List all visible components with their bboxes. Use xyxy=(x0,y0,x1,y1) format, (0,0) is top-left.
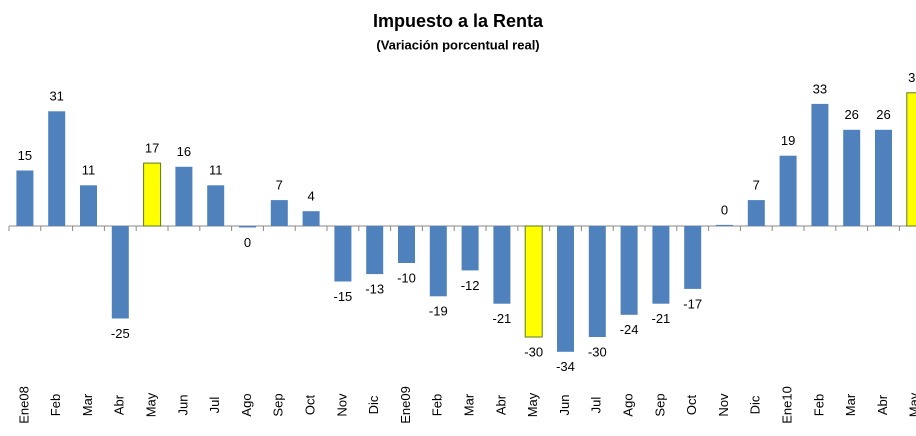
data-label: -34 xyxy=(556,359,575,374)
x-tick-label: Abr xyxy=(112,394,127,415)
data-label: -30 xyxy=(588,344,607,359)
bar xyxy=(588,226,606,337)
data-label: 36 xyxy=(908,70,916,85)
data-label: 15 xyxy=(18,148,32,163)
data-label: -25 xyxy=(111,326,130,341)
x-tick-label: Nov xyxy=(716,393,731,417)
data-label: 26 xyxy=(844,107,858,122)
x-tick-label: Mar xyxy=(843,393,858,416)
x-tick-label: Oct xyxy=(303,395,318,416)
bar xyxy=(48,111,66,226)
x-tick-label: Oct xyxy=(684,395,699,416)
bar xyxy=(684,226,702,289)
x-tick-label: Ago xyxy=(239,393,254,416)
bar xyxy=(843,129,861,226)
bar xyxy=(493,226,511,304)
data-label: 11 xyxy=(82,163,96,178)
bar xyxy=(652,226,670,304)
data-label: 19 xyxy=(781,133,795,148)
data-label: -13 xyxy=(365,282,384,297)
data-label: 11 xyxy=(209,163,223,178)
bar xyxy=(143,162,162,227)
data-label: -10 xyxy=(397,270,416,285)
x-tick-label: May xyxy=(525,392,540,417)
bar xyxy=(811,103,829,226)
data-label: -21 xyxy=(493,311,512,326)
x-tick-label: Jun xyxy=(557,395,572,416)
bar xyxy=(175,166,193,226)
bar xyxy=(302,211,320,226)
bar xyxy=(906,92,916,227)
data-label: -21 xyxy=(652,311,671,326)
bar xyxy=(111,226,129,319)
data-label: 4 xyxy=(307,189,314,204)
x-tick-label: Dic xyxy=(366,395,381,414)
x-tick-label: Sep xyxy=(271,393,286,416)
bar xyxy=(557,226,574,352)
x-tick-label: Feb xyxy=(811,394,826,416)
x-tick-label: Ene09 xyxy=(398,386,413,424)
data-label: 31 xyxy=(49,89,63,104)
bar xyxy=(239,226,256,228)
bar xyxy=(747,200,765,226)
data-label: -24 xyxy=(620,322,639,337)
x-tick-label: Abr xyxy=(493,394,508,415)
x-tick-label: Jul xyxy=(207,397,222,414)
x-tick-label: Dic xyxy=(748,395,763,414)
x-tick-label: Feb xyxy=(430,394,445,416)
x-tick-label: May xyxy=(144,392,159,417)
bar xyxy=(461,226,479,271)
x-tick-label: Mar xyxy=(80,393,95,416)
bar xyxy=(16,170,34,226)
x-tick-label: May xyxy=(907,392,916,417)
x-tick-label: Jul xyxy=(589,397,604,414)
x-tick-label: Feb xyxy=(48,394,63,416)
data-label: 0 xyxy=(721,202,728,217)
bar xyxy=(366,226,384,275)
data-label: 26 xyxy=(876,107,890,122)
data-label: -15 xyxy=(334,289,353,304)
data-label: -30 xyxy=(524,344,543,359)
bar xyxy=(620,226,638,315)
bar xyxy=(524,225,543,338)
data-label: 33 xyxy=(813,81,827,96)
x-tick-label: Nov xyxy=(334,393,349,417)
bar xyxy=(207,185,225,226)
data-label: 7 xyxy=(276,178,283,193)
data-label: 0 xyxy=(244,235,251,250)
chart-subtitle: (Variación porcentual real) xyxy=(376,37,539,52)
data-label: 7 xyxy=(753,178,760,193)
x-tick-label: Jun xyxy=(175,395,190,416)
data-label: -19 xyxy=(429,304,448,319)
bar xyxy=(334,226,352,282)
x-tick-label: Ago xyxy=(621,393,636,416)
bar xyxy=(398,226,415,263)
x-tick-label: Sep xyxy=(652,393,667,416)
bar xyxy=(716,224,733,226)
bar xyxy=(270,200,288,226)
data-label: 16 xyxy=(177,144,191,159)
data-label: -17 xyxy=(683,296,702,311)
x-tick-label: Mar xyxy=(462,393,477,416)
bar xyxy=(80,185,97,226)
bar xyxy=(429,226,447,297)
data-label: 17 xyxy=(145,141,159,156)
x-tick-label: Ene10 xyxy=(780,386,795,424)
bar xyxy=(779,155,797,226)
data-label: -12 xyxy=(461,278,480,293)
chart-title: Impuesto a la Renta xyxy=(373,11,544,31)
bar xyxy=(875,129,892,226)
x-tick-label: Ene08 xyxy=(16,386,31,424)
x-tick-label: Abr xyxy=(875,394,890,415)
